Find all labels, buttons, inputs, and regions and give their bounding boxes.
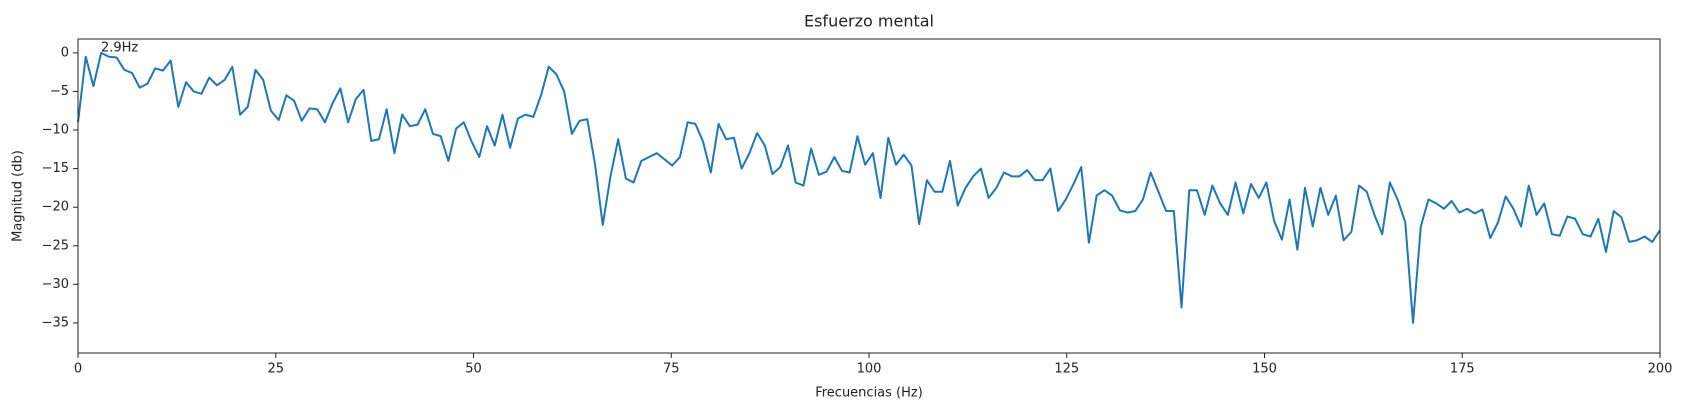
y-axis-label: Magnitud (db) [11, 150, 26, 242]
x-axis-label: Frecuencias (Hz) [815, 386, 923, 401]
x-tick-label: 75 [663, 362, 680, 377]
x-tick-label: 200 [1648, 362, 1673, 377]
plot-frame [77, 38, 1661, 354]
y-tick-label: −30 [42, 277, 69, 292]
x-tick-label: 0 [74, 362, 82, 377]
y-tick-label: −20 [42, 200, 69, 215]
x-tick-label: 25 [267, 362, 284, 377]
y-tick-label: −5 [50, 84, 69, 99]
x-tick-label: 50 [465, 362, 482, 377]
y-tick-label: 0 [61, 45, 69, 60]
y-tick-label: −35 [42, 315, 69, 330]
annotation: 2.9Hz [101, 40, 138, 55]
chart-title: Esfuerzo mental [804, 12, 934, 31]
x-tick-label: 100 [857, 362, 882, 377]
y-tick-label: −15 [42, 161, 69, 176]
x-tick-label: 150 [1252, 362, 1277, 377]
line-series [77, 51, 1661, 324]
x-tick-label: 175 [1450, 362, 1475, 377]
y-tick-label: −25 [42, 238, 69, 253]
x-tick-label: 125 [1054, 362, 1079, 377]
y-tick-label: −10 [42, 123, 69, 138]
